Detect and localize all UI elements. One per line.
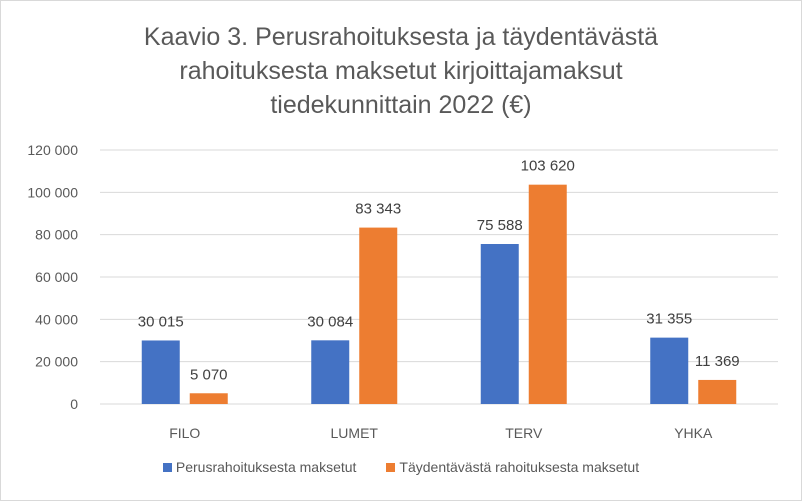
y-tick-label: 40 000 [35, 311, 78, 327]
y-tick-label: 120 000 [27, 142, 78, 158]
legend-item-taydentava: Täydentävästä rahoituksesta maksetut [386, 459, 639, 475]
data-label: 83 343 [355, 201, 401, 218]
legend-swatch-taydentava [386, 462, 396, 472]
data-label: 11 369 [695, 353, 740, 370]
x-category-label: FILO [169, 425, 200, 441]
x-category-label: TERV [505, 425, 543, 441]
bar [698, 379, 737, 404]
y-tick-label: 20 000 [35, 354, 78, 370]
y-tick-label: 80 000 [35, 227, 78, 243]
bar [528, 184, 567, 404]
chart-title: Kaavio 3. Perusrahoituksesta ja täydentä… [0, 20, 802, 122]
bar [141, 340, 180, 404]
chart-title-line-3: tiedekunnittain 2022 (€) [270, 91, 532, 119]
y-tick-label: 100 000 [27, 184, 78, 200]
x-category-label: LUMET [331, 425, 379, 441]
legend-swatch-perusrahoitus [162, 462, 172, 472]
y-tick-label: 60 000 [35, 269, 78, 285]
data-label: 30 015 [138, 313, 184, 330]
bar [189, 393, 228, 404]
bar [359, 227, 398, 404]
chart-title-line-1: Kaavio 3. Perusrahoituksesta ja täydentä… [143, 23, 659, 51]
chart-title-line-2: rahoituksesta maksetut kirjoittajamaksut [179, 57, 623, 85]
chart-legend: Perusrahoituksesta maksetut Täydentäväst… [0, 459, 802, 475]
bar [480, 244, 519, 404]
data-label: 31 355 [646, 311, 692, 328]
legend-item-perusrahoitus: Perusrahoituksesta maksetut [162, 459, 357, 475]
data-label: 75 588 [477, 217, 523, 234]
legend-label-perusrahoitus: Perusrahoituksesta maksetut [175, 459, 357, 475]
y-tick-label: 0 [70, 396, 78, 412]
x-category-label: YHKA [674, 425, 713, 441]
data-label: 5 070 [190, 366, 228, 383]
legend-label-taydentava: Täydentävästä rahoituksesta maksetut [399, 459, 640, 475]
bar [311, 340, 350, 404]
data-label: 103 620 [521, 158, 575, 175]
bar [650, 337, 689, 404]
data-label: 30 084 [307, 313, 353, 330]
